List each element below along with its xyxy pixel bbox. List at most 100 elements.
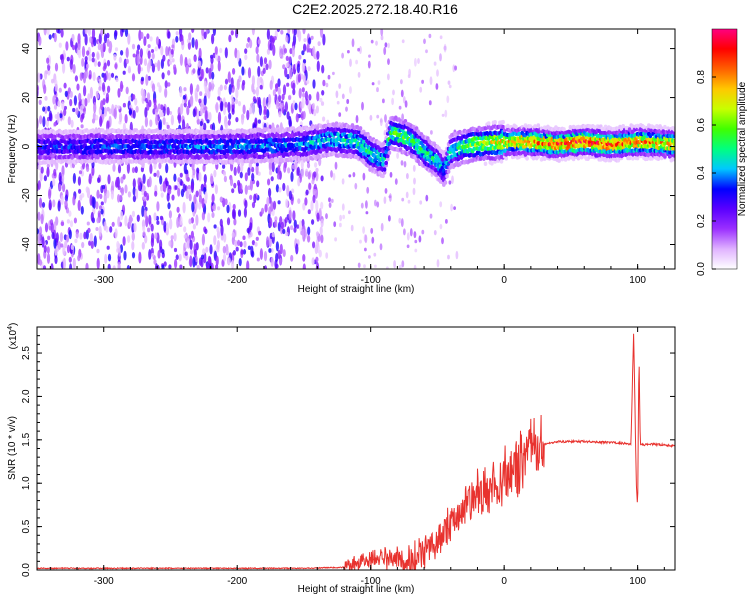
spectrogram-cell [81, 241, 85, 249]
spectrogram-cell [96, 93, 100, 99]
spectrogram-cell [92, 112, 96, 122]
spectrogram-cell [215, 255, 219, 267]
spectrogram-cell [168, 264, 172, 269]
spectrogram-cell [358, 126, 363, 131]
spectrogram-cell [224, 101, 228, 108]
spectrogram-cell [302, 202, 306, 211]
spectrogram-cell [120, 176, 124, 184]
spectrogram-cell [74, 238, 78, 244]
spectrogram-cell [223, 84, 227, 91]
spectrogram-cell [376, 144, 381, 150]
spectrogram-cell [296, 224, 300, 229]
spectrogram-cell [92, 71, 96, 82]
spectrogram-cell [308, 48, 312, 53]
spectrogram-cell [414, 239, 418, 244]
spectrogram-cell [230, 30, 234, 36]
spectrogram-cell [68, 210, 72, 217]
spectrogram-cell [53, 32, 57, 43]
spectrogram-cell [226, 217, 231, 226]
spectrogram-cell [514, 124, 518, 129]
spectrogram-cell [213, 169, 217, 178]
colorbar-label: Normalized spectral amplitude [737, 81, 748, 216]
spectrogram-cell [109, 226, 113, 233]
spectrogram-cell [100, 208, 104, 215]
spectrogram-cell [45, 70, 49, 75]
spectrogram-cell [114, 47, 119, 52]
spectrogram-xlabel: Height of straight line (km) [298, 284, 415, 295]
spectrogram-cell [273, 36, 277, 41]
spectrogram-cell [195, 190, 199, 198]
spectrogram-cell [429, 213, 433, 219]
spectrogram-cell [320, 101, 325, 106]
spectrogram-cell [234, 239, 238, 247]
spectrogram-cell [112, 163, 116, 172]
spectrogram-cell [531, 156, 536, 161]
spectrogram-cell [334, 161, 338, 170]
spectrogram-cell [263, 115, 267, 120]
spectrogram-cell [141, 94, 145, 104]
spectrogram-cell [433, 61, 437, 66]
spectrogram-cell [368, 255, 371, 259]
spectrogram-cell [277, 87, 281, 96]
spectrogram-cell [635, 156, 640, 161]
spectrogram-cell [121, 29, 125, 33]
spectrogram-cell [79, 105, 83, 115]
spectrogram-cell [376, 87, 379, 93]
spectrogram-cell [316, 50, 320, 60]
spectrogram-cell [70, 119, 74, 128]
spectrogram-cell [207, 255, 211, 264]
spectrogram-cell [106, 106, 110, 112]
spectrogram-cell [244, 172, 248, 182]
spectrogram-cell [60, 221, 64, 226]
spectrogram-cell [140, 76, 145, 82]
spectrogram-cell [301, 62, 305, 73]
spectrogram-cell [257, 65, 261, 78]
spectrogram-cell [110, 72, 115, 78]
spectrogram-cell [251, 166, 255, 173]
spectrogram-cell [107, 72, 112, 81]
spectrogram-cell [672, 139, 675, 144]
spectrogram-cell [275, 252, 279, 263]
spectrogram-cell [231, 88, 235, 93]
spectrogram-cell [198, 60, 202, 68]
spectrogram-cell [341, 52, 344, 59]
spectrogram-cell [423, 38, 426, 45]
spectrogram-cell [167, 70, 171, 76]
spectrogram-cell [251, 240, 255, 246]
spectrogram-cell [85, 186, 89, 193]
spectrogram-cell [155, 215, 159, 221]
spectrogram-cell [321, 90, 325, 96]
spectrogram-cell [381, 173, 385, 179]
spectrogram-cell [44, 222, 49, 233]
spectrogram-cell [100, 201, 104, 206]
spectrogram-cell [236, 49, 240, 62]
spectrogram-cell [313, 189, 317, 194]
spectrogram-cell [217, 96, 221, 101]
spectrogram-cell [443, 180, 448, 185]
snr-ytick-label: 1.5 [21, 432, 32, 446]
spectrogram-cell [316, 212, 320, 222]
spectrogram-cell [174, 258, 178, 269]
spectrogram-cell [38, 99, 42, 106]
spectrogram-cell [197, 68, 201, 76]
spectrogram-cell [65, 234, 70, 243]
spectrogram-cell [237, 165, 241, 174]
spectrogram-cell [84, 67, 88, 79]
spectrogram-cell [262, 97, 266, 109]
spectrogram-cell [97, 61, 101, 67]
colorbar-tick-label: 0.2 [696, 214, 707, 228]
spectrogram-cell [195, 214, 199, 226]
spectrogram-cell [292, 88, 296, 96]
spectrogram-cell [37, 228, 40, 235]
spectrogram-cell [163, 261, 167, 267]
spectrogram-cell [143, 190, 147, 197]
spectrogram-cell [394, 178, 398, 185]
spectrogram-cell [66, 56, 70, 62]
spectrogram-cell [501, 119, 505, 125]
spectrogram-cell [295, 243, 299, 255]
spectrogram-cell [57, 29, 61, 34]
spectrogram-cell [409, 228, 413, 237]
spectrogram-cell [417, 58, 420, 64]
spectrogram-cell [155, 36, 160, 46]
spectrogram-cell [268, 248, 272, 253]
